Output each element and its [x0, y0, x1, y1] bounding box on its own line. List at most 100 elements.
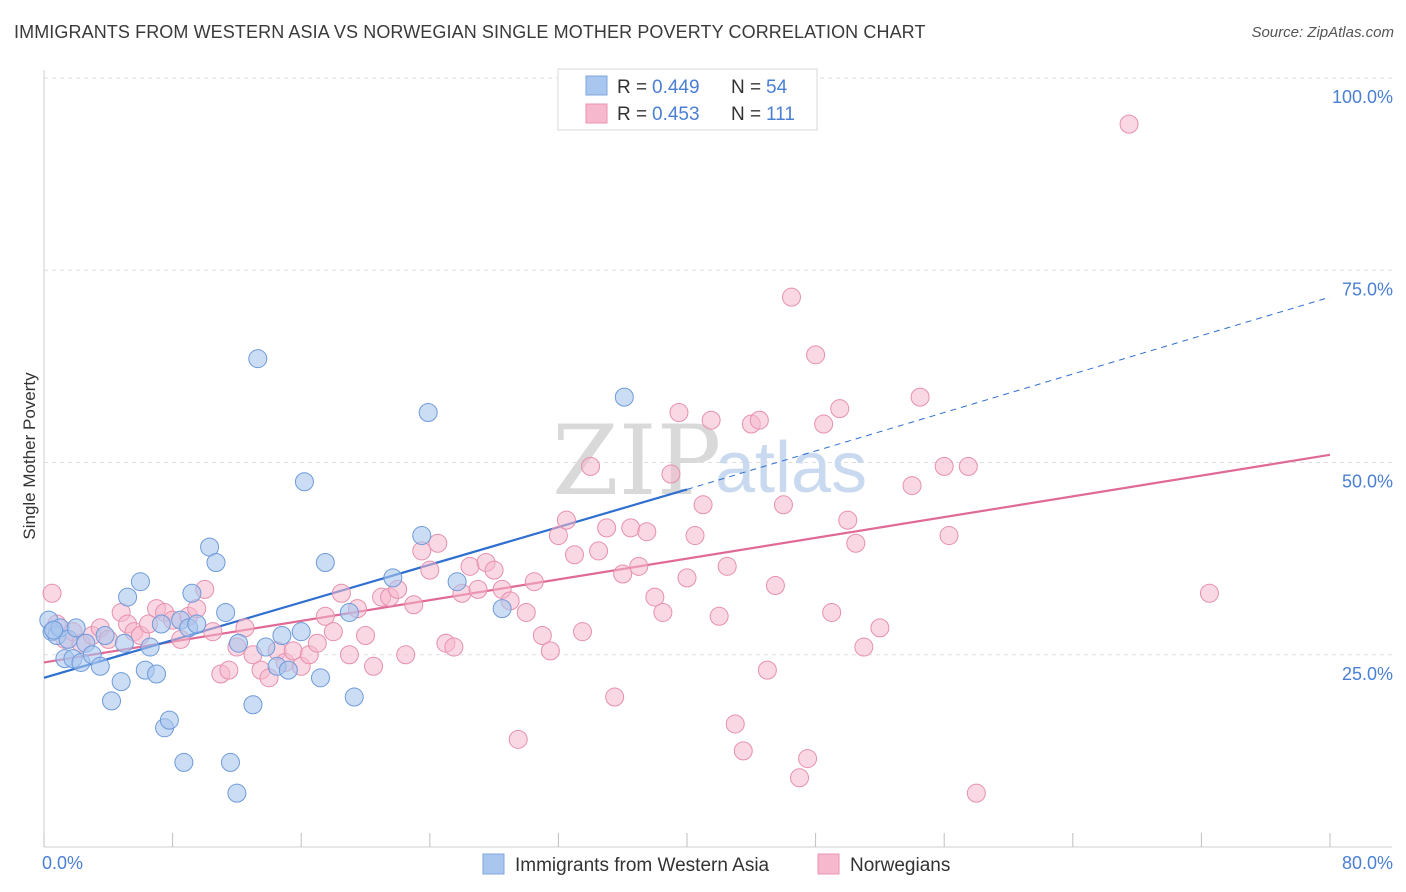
norwegians-point: [830, 399, 850, 419]
x-tick-label-min: 0.0%: [42, 853, 83, 873]
norwegians-point: [669, 403, 689, 423]
norwegians-point: [532, 626, 552, 646]
norwegians-point: [966, 783, 986, 803]
western-asia-trend-extension: [686, 296, 1331, 490]
western-asia-point: [614, 387, 634, 407]
western-asia-point: [418, 403, 438, 423]
norwegians-point: [573, 622, 593, 642]
western-asia-point: [44, 620, 64, 640]
y-tick-label: 50.0%: [1342, 472, 1393, 492]
norwegians-point: [524, 572, 544, 592]
norwegians-point: [725, 714, 745, 734]
source-label: Source: ZipAtlas.com: [1251, 24, 1394, 41]
top-legend: R = 0.449 N = 54 R = 0.453 N = 111: [557, 68, 818, 131]
norwegians-point: [637, 522, 657, 542]
norwegians-point: [548, 526, 568, 546]
norwegians-point: [846, 533, 866, 553]
western-asia-point: [130, 572, 150, 592]
western-asia-point: [66, 618, 86, 638]
norwegians-point: [661, 464, 681, 484]
norwegians-point: [484, 560, 504, 580]
legend-blue-r-label: R =: [617, 77, 647, 98]
norwegians-point: [307, 633, 327, 653]
y-tick-label: 75.0%: [1342, 279, 1393, 299]
norwegians-point: [203, 622, 223, 642]
norwegians-point: [356, 626, 375, 646]
norwegians-point: [910, 387, 930, 407]
norwegians-point: [822, 602, 842, 622]
western-asia-point: [187, 614, 207, 634]
norwegians-point: [934, 456, 954, 476]
norwegians-point: [605, 687, 625, 707]
norwegians-point: [798, 749, 818, 769]
western-asia-point: [272, 626, 292, 646]
western-asia-point: [447, 572, 467, 592]
norwegians-point: [597, 518, 617, 538]
western-asia-point: [294, 472, 314, 492]
western-asia-point: [111, 672, 131, 692]
norwegians-point: [42, 583, 62, 603]
x-axis-ticks: [43, 833, 1331, 847]
norwegians-point: [339, 645, 359, 665]
western-asia-point: [174, 752, 194, 772]
western-asia-point: [383, 568, 403, 588]
norwegians-point: [685, 526, 705, 546]
western-asia-point: [95, 626, 115, 646]
norwegians-point: [428, 533, 448, 553]
watermark: ZIP atlas: [552, 405, 867, 517]
y-tick-label: 25.0%: [1342, 664, 1393, 684]
legend-pink-swatch: [585, 103, 608, 124]
norwegians-point: [939, 526, 959, 546]
norwegians-point: [589, 541, 609, 561]
norwegians-point: [444, 637, 464, 657]
watermark-zip: ZIP: [552, 405, 721, 517]
norwegians-point: [621, 518, 641, 538]
western-asia-point: [344, 687, 364, 707]
western-asia-point: [114, 633, 134, 653]
norwegians-point: [323, 622, 343, 642]
norwegians-point: [733, 741, 753, 761]
norwegians-point: [556, 510, 576, 530]
bottom-legend-blue-swatch: [482, 853, 505, 875]
legend-pink-n-value: 111: [766, 104, 795, 125]
western-asia-point: [140, 637, 160, 657]
norwegians-point: [460, 556, 480, 576]
western-asia-point: [256, 637, 276, 657]
norwegians-point: [1119, 114, 1139, 134]
western-asia-point: [310, 668, 330, 688]
norwegians-point: [564, 545, 584, 565]
norwegians-point: [902, 476, 922, 496]
y-tick-labels: 25.0% 50.0% 75.0% 100.0%: [1332, 87, 1393, 684]
bottom-legend-blue-label: Immigrants from Western Asia: [515, 855, 770, 876]
norwegians-point: [516, 602, 536, 622]
bottom-legend-pink-swatch: [817, 853, 840, 875]
western-asia-point: [90, 656, 110, 676]
western-asia-points: [39, 349, 634, 803]
western-asia-point: [206, 552, 226, 572]
axes: [43, 70, 1392, 848]
chart-title: IMMIGRANTS FROM WESTERN ASIA VS NORWEGIA…: [14, 22, 926, 42]
norwegians-point: [717, 556, 737, 576]
norwegians-point: [765, 576, 785, 596]
norwegians-point: [701, 410, 721, 430]
western-asia-point: [147, 664, 167, 684]
norwegians-point: [404, 595, 424, 615]
norwegians-point: [781, 287, 801, 307]
norwegians-point: [814, 414, 834, 434]
western-asia-point: [118, 587, 138, 607]
western-asia-point: [291, 622, 311, 642]
western-asia-point: [151, 614, 171, 634]
norwegians-point: [870, 618, 890, 638]
norwegians-point: [757, 660, 777, 680]
western-asia-point: [229, 633, 249, 653]
western-asia-point: [315, 552, 335, 572]
watermark-atlas: atlas: [715, 428, 867, 508]
norwegians-point: [838, 510, 858, 530]
norwegians-point: [315, 606, 335, 626]
bottom-legend: Immigrants from Western Asia Norwegians: [482, 853, 950, 876]
norwegians-point: [790, 768, 810, 788]
norwegians-point: [645, 587, 665, 607]
norwegians-point: [396, 645, 416, 665]
norwegians-point: [806, 345, 826, 365]
norwegians-point: [468, 579, 488, 599]
